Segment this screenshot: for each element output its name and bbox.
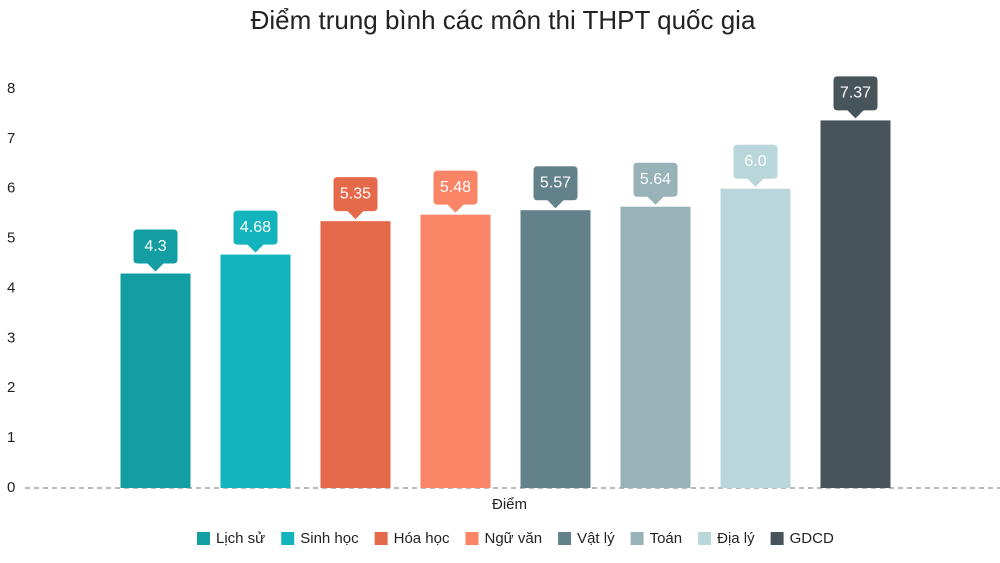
chart-title: Điểm trung bình các môn thi THPT quốc gi…	[251, 5, 756, 35]
value-callout	[433, 170, 478, 213]
legend-label: Toán	[650, 530, 683, 547]
y-tick-label: 2	[7, 379, 15, 396]
bar	[220, 254, 291, 488]
legend-swatch	[374, 532, 388, 545]
legend-label: Ngữ văn	[484, 530, 542, 547]
legend-swatch	[770, 532, 784, 545]
y-tick-label: 3	[7, 329, 15, 346]
value-label: 5.57	[540, 174, 571, 191]
y-tick-label: 5	[7, 230, 15, 247]
legend-label: Lịch sử	[216, 530, 265, 547]
y-tick-label: 4	[7, 279, 15, 296]
legend-swatch	[197, 532, 210, 545]
y-tick-label: 1	[7, 429, 15, 446]
legend-swatch	[558, 532, 572, 545]
legend-swatch	[698, 532, 712, 545]
bar	[820, 120, 891, 488]
value-callout	[333, 177, 378, 220]
legend-swatch	[465, 532, 479, 545]
value-callout	[533, 166, 578, 209]
bar	[720, 188, 791, 488]
y-tick-label: 6	[7, 180, 15, 197]
legend-swatch	[281, 532, 295, 545]
value-callout	[233, 210, 278, 253]
value-callout	[633, 162, 678, 205]
bar	[320, 221, 391, 488]
value-label: 5.64	[640, 171, 671, 188]
legend-label: Vật lý	[577, 530, 615, 547]
value-callout	[133, 229, 178, 272]
legend-label: Sinh học	[300, 530, 359, 547]
legend-label: GDCD	[790, 530, 834, 547]
value-callout	[833, 76, 878, 119]
bar	[120, 273, 191, 488]
bar	[420, 214, 491, 488]
y-tick-label: 7	[7, 130, 15, 147]
value-label: 4.3	[144, 238, 166, 255]
value-label: 7.37	[840, 85, 871, 102]
bar	[620, 206, 691, 488]
legend-label: Hóa học	[394, 530, 450, 547]
value-label: 5.48	[440, 179, 471, 196]
value-callout	[733, 144, 778, 187]
value-label: 6.0	[744, 153, 766, 170]
legend-swatch	[630, 532, 644, 545]
y-tick-label: 8	[7, 80, 15, 97]
value-label: 4.68	[240, 219, 271, 236]
bar	[520, 210, 591, 489]
y-tick-label: 0	[7, 479, 15, 496]
legend-label: Địa lý	[717, 530, 755, 547]
value-label: 5.35	[340, 185, 371, 202]
x-tick-label: Điểm	[492, 496, 527, 513]
